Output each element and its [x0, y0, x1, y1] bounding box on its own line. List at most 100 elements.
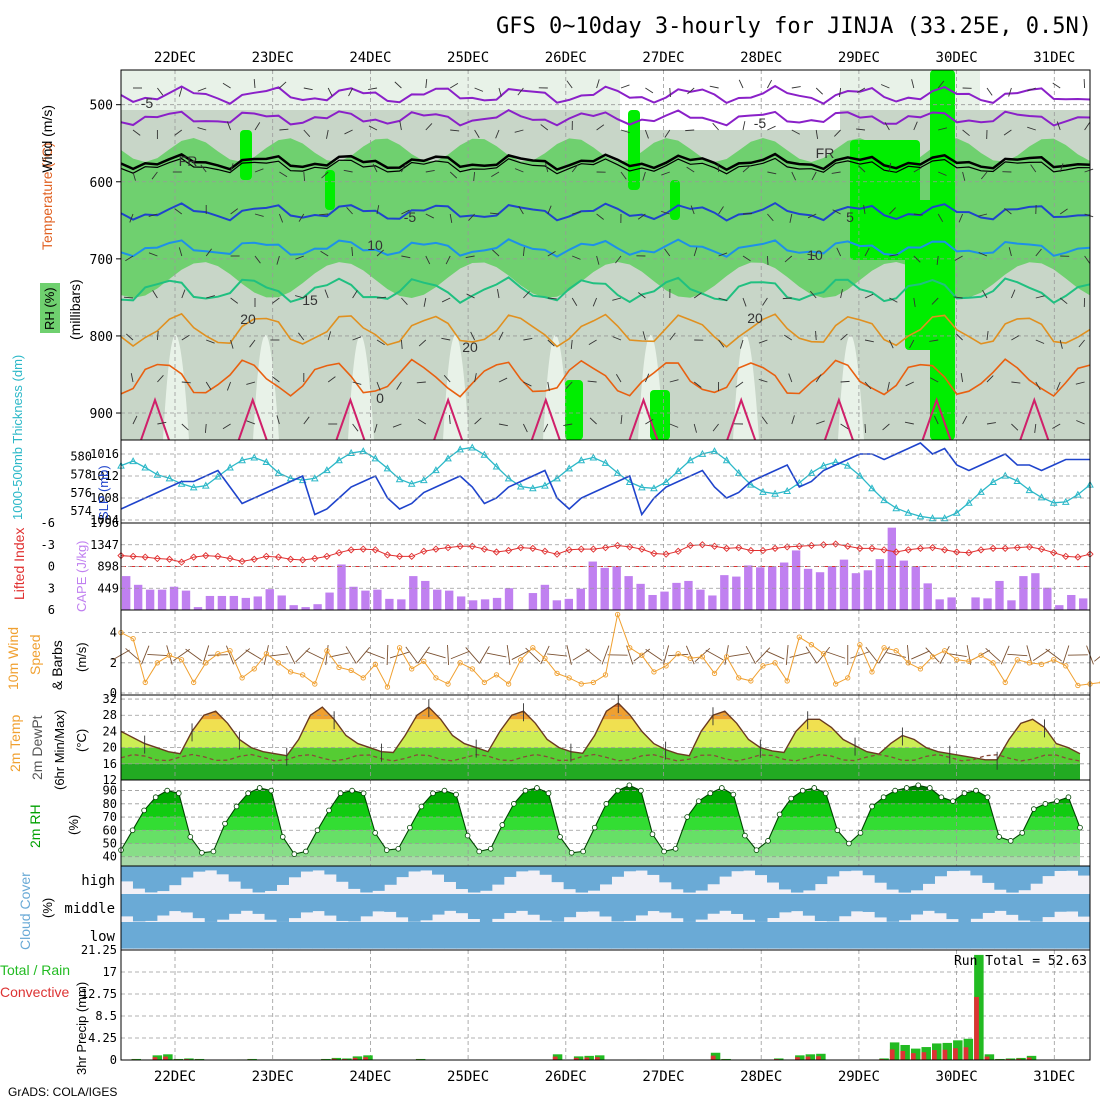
wind-speed-point	[481, 679, 488, 686]
panel-frame	[120, 439, 1091, 524]
wind-barb	[884, 121, 890, 131]
lifted-index-point	[1037, 545, 1046, 553]
surface-wind-barb	[966, 645, 972, 665]
rh-plume	[733, 335, 759, 440]
rh-point	[210, 848, 217, 855]
rh-point	[926, 785, 933, 791]
cloud-bar	[958, 894, 971, 922]
wind-barb	[612, 297, 622, 301]
wind-barb	[498, 87, 502, 97]
cloud-bar	[898, 922, 912, 949]
y-tick-label: 6	[48, 603, 55, 617]
wind-barb	[620, 415, 623, 425]
rh-point	[222, 820, 228, 827]
wind-barb	[836, 247, 842, 257]
wind-barb	[669, 379, 679, 383]
precip-conv-bar	[900, 1050, 906, 1060]
cape-bar	[157, 589, 167, 610]
rh-point	[568, 849, 575, 856]
wind-barb	[888, 339, 894, 349]
surface-wind-barb	[305, 650, 324, 660]
wind-barb	[807, 213, 817, 219]
wind-barb	[400, 339, 403, 350]
surface-wind-barb	[540, 645, 550, 665]
wind-barb	[303, 416, 310, 425]
surface-wind-barb	[668, 653, 689, 657]
rh-point	[430, 790, 436, 797]
y-tick-label: 898	[97, 560, 119, 574]
date-label: 25DEC	[447, 1069, 489, 1085]
thickness-point	[165, 474, 174, 482]
wind-barb	[712, 122, 719, 131]
lifted-index-point	[347, 546, 355, 554]
axis-label-wind3: & Barbs	[49, 640, 65, 690]
wind-barb	[693, 423, 697, 433]
y-tick-label: 50	[103, 837, 117, 851]
wind-barb	[937, 213, 944, 223]
wind-speed-point	[978, 652, 984, 658]
wind-barb	[767, 171, 777, 175]
cloud-bar	[778, 866, 792, 890]
y-tick-label: 90	[103, 784, 117, 798]
cape-bar	[229, 595, 239, 610]
thickness-point	[650, 484, 658, 492]
wind-speed-point	[1075, 682, 1081, 689]
wind-barb	[687, 87, 695, 95]
wind-barb	[394, 81, 402, 89]
wind-barb	[717, 162, 720, 173]
cloud-bar	[946, 866, 959, 872]
cloud-bar	[396, 866, 409, 878]
date-label: 23DEC	[252, 50, 294, 66]
lifted-index-point	[177, 558, 186, 566]
wind-speed-point	[493, 672, 500, 678]
rh-point	[349, 787, 355, 794]
wind-barb	[587, 380, 597, 383]
cloud-bar	[814, 894, 828, 922]
wind-barb	[465, 255, 475, 259]
surface-wind-barb	[417, 646, 430, 664]
wind-barb	[1084, 213, 1094, 218]
wind-barb	[642, 171, 646, 181]
y-tick-label: 500	[90, 99, 113, 114]
rh-point	[753, 847, 760, 853]
cloud-bar	[719, 894, 732, 911]
wind-barb	[470, 331, 476, 341]
wind-barb	[913, 297, 916, 307]
contour-label: FR	[179, 153, 198, 169]
rh-point	[695, 798, 702, 804]
wind-speed-point	[905, 660, 911, 666]
y-tick-label: 900	[90, 407, 113, 422]
rh-point	[892, 787, 898, 794]
rh-point	[799, 787, 806, 794]
wind-barb	[374, 423, 378, 433]
cloud-bar	[455, 894, 469, 914]
wind-barb	[343, 169, 353, 173]
cape-bar	[636, 583, 645, 610]
surface-wind-barb	[386, 644, 389, 666]
cloud-bar	[1030, 894, 1043, 922]
wind-speed-point	[869, 669, 875, 675]
cloud-bar	[850, 922, 864, 949]
cloud-bar	[252, 894, 266, 914]
y-tick-label: 21.25	[81, 943, 117, 957]
rh-point	[1077, 824, 1083, 831]
wind-barb	[962, 415, 968, 425]
wind-barb	[735, 381, 744, 388]
cape-bar	[732, 576, 741, 610]
cloud-bar	[216, 894, 230, 920]
wind-barb	[840, 423, 849, 430]
wind-barb	[448, 414, 451, 425]
cloud-bar	[372, 922, 385, 949]
wind-barb	[645, 418, 654, 425]
cape-bar	[588, 561, 597, 610]
cloud-bar	[384, 866, 397, 885]
cape-bar	[971, 597, 980, 610]
surface-wind-barb	[566, 645, 572, 665]
wind-speed-point	[239, 675, 245, 681]
cloud-bar	[180, 866, 194, 878]
wind-barb	[815, 129, 819, 139]
wind-barb	[1075, 381, 1085, 385]
cloud-bar	[743, 866, 756, 871]
cape-bar	[1031, 573, 1040, 610]
cloud-bar	[539, 894, 553, 921]
